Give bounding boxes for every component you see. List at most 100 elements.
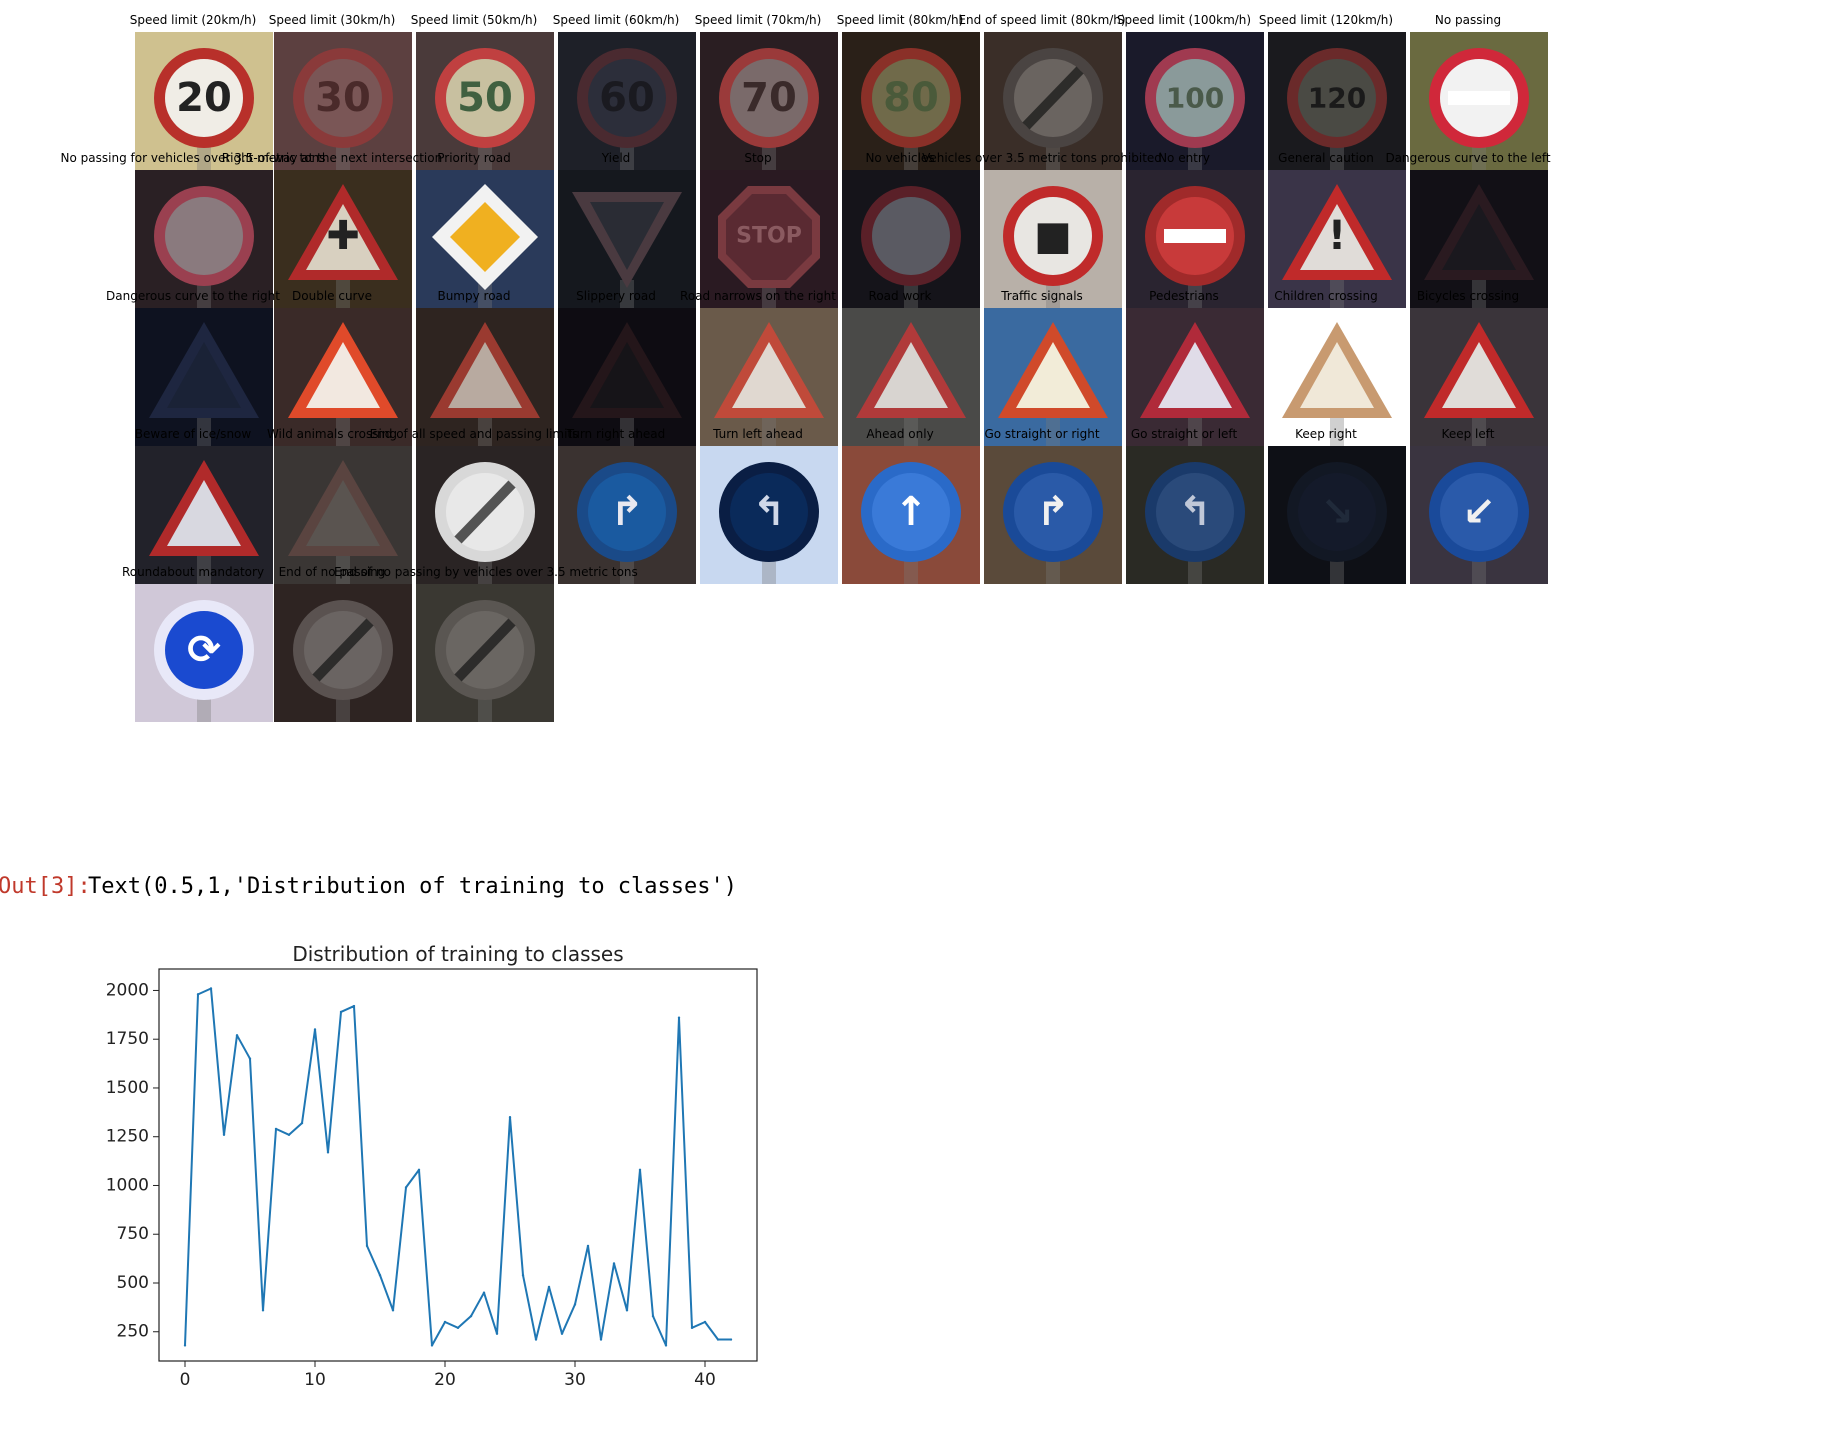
speed-limit-sign-icon: 60: [558, 32, 696, 170]
sign-cell: No vehicles: [820, 150, 980, 310]
sign-label: No passing: [1434, 13, 1502, 27]
sign-label: Go straight or right: [984, 427, 1100, 441]
y-tick-label: 750: [117, 1224, 149, 1244]
sign-label: Slippery road: [576, 289, 656, 303]
x-tick-label: 30: [564, 1370, 586, 1390]
sign-label: Priority road: [437, 151, 511, 165]
speed-limit-sign-icon: 50: [416, 32, 554, 170]
no-entry-sign-icon: [1126, 170, 1264, 308]
output-text: Text(0.5,1,'Distribution of training to …: [88, 874, 738, 899]
keep-left-sign-icon: ↙: [1410, 446, 1548, 584]
data-point: [365, 1244, 369, 1248]
chart-title: Distribution of training to classes: [292, 942, 623, 966]
sign-label: End of no passing by vehicles over 3.5 m…: [334, 565, 638, 579]
sign-cell: Speed limit (100km/h) 100: [1104, 12, 1264, 172]
sign-cell: Right-of-way at the next intersection ✚: [222, 150, 442, 310]
data-point: [651, 1314, 655, 1318]
sign-cell: Speed limit (120km/h) 120: [1246, 12, 1406, 172]
road-narrows-sign-icon: [700, 308, 838, 446]
data-point: [560, 1332, 564, 1335]
no-vehicles-sign-icon: [842, 170, 980, 308]
svg-text:↑: ↑: [894, 489, 928, 535]
x-tick-label: 20: [434, 1370, 456, 1390]
svg-text:↰: ↰: [1178, 489, 1212, 535]
sign-cell: Roundabout mandatory ⟳: [113, 564, 273, 724]
sign-cell: Stop STOP: [678, 150, 838, 310]
general-caution-sign-icon: !: [1268, 170, 1406, 308]
data-point: [495, 1332, 499, 1335]
svg-text:70: 70: [741, 75, 797, 121]
sign-cell: Ahead only ↑: [820, 426, 980, 586]
data-point: [599, 1338, 603, 1341]
data-point: [183, 1344, 187, 1347]
sign-cell: Keep right ↘: [1246, 426, 1406, 586]
sign-label: Road narrows on the right: [680, 289, 836, 303]
no-passing-trucks-sign-icon: [135, 170, 273, 308]
svg-text:100: 100: [1166, 82, 1224, 115]
turn-right-sign-icon: ↱: [558, 446, 696, 584]
sign-cell: Turn left ahead ↰: [678, 426, 838, 586]
sign-label: Yield: [601, 151, 631, 165]
data-point: [352, 1004, 356, 1008]
sign-label: Beware of ice/snow: [134, 427, 252, 441]
data-point: [287, 1133, 291, 1136]
speed-limit-sign-icon: 80: [842, 32, 980, 170]
svg-text:50: 50: [457, 75, 513, 121]
data-point: [222, 1133, 226, 1136]
sign-label: Ahead only: [866, 427, 934, 441]
speed-limit-sign-icon: 100: [1126, 32, 1264, 170]
sign-cell: No passing: [1388, 12, 1548, 172]
data-point: [664, 1344, 668, 1347]
sign-cell: Slippery road: [536, 288, 696, 448]
data-point: [547, 1285, 551, 1289]
svg-text:80: 80: [883, 75, 939, 121]
sign-label: Children crossing: [1274, 289, 1378, 303]
svg-text:↙: ↙: [1462, 489, 1496, 535]
sign-label: No entry: [1158, 151, 1210, 165]
svg-text:20: 20: [176, 75, 232, 121]
pedestrians-sign-icon: [1126, 308, 1264, 446]
sign-label: Keep left: [1441, 427, 1495, 441]
ahead-only-sign-icon: ↑: [842, 446, 980, 584]
data-point: [443, 1320, 447, 1324]
speed-limit-sign-icon: 70: [700, 32, 838, 170]
sign-label: No passing for vehicles over 3.5 metric …: [60, 151, 326, 165]
sign-label: Turn right ahead: [566, 427, 666, 441]
sign-label: Double curve: [292, 289, 372, 303]
svg-text:!: !: [1328, 213, 1346, 259]
no-trucks-sign-icon: ■: [984, 170, 1122, 308]
priority-road-sign-icon: [416, 170, 554, 308]
sign-cell: Speed limit (70km/h) 70: [678, 12, 838, 172]
stop-sign-icon: STOP: [700, 170, 838, 308]
sign-cell: Speed limit (80km/h) 80: [820, 12, 980, 172]
keep-right-sign-icon: ↘: [1268, 446, 1406, 584]
data-point: [534, 1338, 538, 1341]
sign-label: End of all speed and passing limits: [369, 427, 579, 441]
curve-left-sign-icon: [1410, 170, 1548, 308]
data-point: [417, 1168, 421, 1172]
sign-label: Bicycles crossing: [1416, 289, 1520, 303]
traffic-signals-sign-icon: [984, 308, 1122, 446]
sign-label: General caution: [1278, 151, 1374, 165]
sign-cell: Dangerous curve to the left: [1385, 150, 1551, 310]
data-point: [521, 1273, 525, 1277]
distribution-chart: Distribution of training to classes 250 50…: [106, 942, 758, 1390]
roundabout-sign-icon: ⟳: [135, 584, 273, 722]
no-passing-sign-icon: [1410, 32, 1548, 170]
data-point: [261, 1309, 265, 1312]
sign-cell: Traffic signals: [962, 288, 1122, 448]
slippery-road-sign-icon: [558, 308, 696, 446]
sign-label: Keep right: [1295, 427, 1357, 441]
speed-limit-sign-icon: 120: [1268, 32, 1406, 170]
sign-label: Speed limit (60km/h): [552, 13, 680, 27]
y-tick-label: 1000: [106, 1175, 149, 1195]
sign-label: Speed limit (20km/h): [129, 13, 257, 27]
sign-label: End of no passing: [278, 565, 386, 579]
sign-label: Stop: [744, 151, 772, 165]
sign-cell: Go straight or left ↰: [1104, 426, 1264, 586]
sign-label: Speed limit (70km/h): [694, 13, 822, 27]
series-line: [184, 987, 731, 1347]
data-point: [469, 1314, 473, 1318]
x-tick-label: 40: [694, 1370, 716, 1390]
x-tick-label: 10: [304, 1370, 326, 1390]
